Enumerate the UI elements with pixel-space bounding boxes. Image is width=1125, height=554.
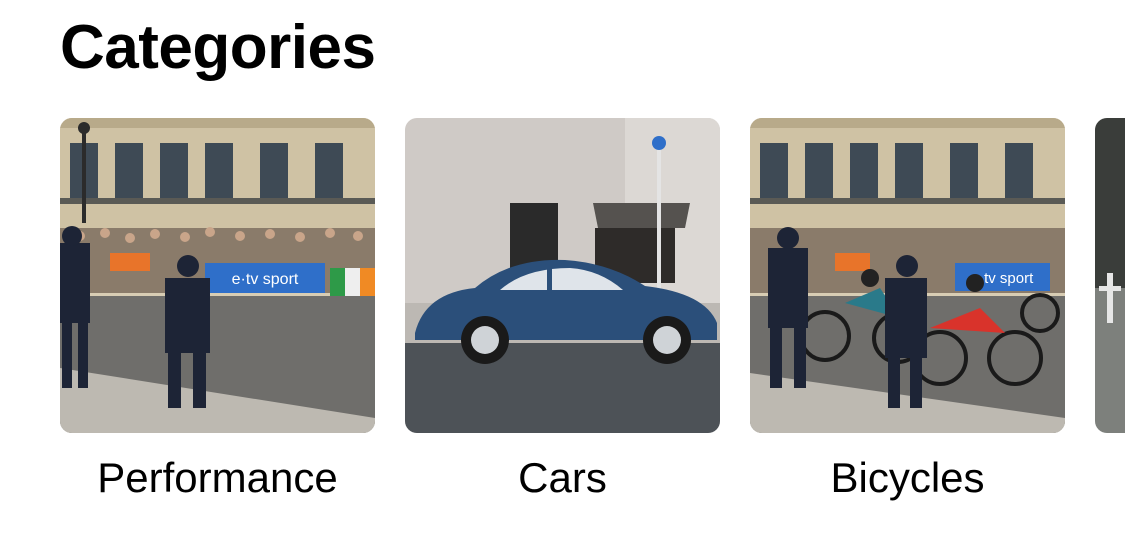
banner-text: e·tv sport <box>971 270 1034 287</box>
category-card-performance[interactable]: e·tv sport Performance <box>60 118 375 508</box>
category-label[interactable]: Performance <box>97 454 338 501</box>
street-parade-image: e·tv sport <box>60 118 375 433</box>
category-card-partial[interactable] <box>1095 118 1125 508</box>
cycling-race-image: e·tv sport <box>750 118 1065 433</box>
category-image-cars[interactable] <box>405 118 720 433</box>
category-label[interactable]: Bicycles <box>830 454 985 501</box>
cemetery-image <box>1095 118 1125 433</box>
section-title: Categories <box>60 13 376 82</box>
category-label[interactable]: Cars <box>518 454 607 501</box>
category-card-cars[interactable]: Cars <box>405 118 720 508</box>
category-card-bicycles[interactable]: e·tv sport <box>750 118 1065 508</box>
categories-carousel[interactable]: e·tv sport Performance <box>0 118 1125 518</box>
vintage-car-image <box>405 118 720 433</box>
banner-text: e·tv sport <box>232 271 299 288</box>
category-image-bicycles[interactable]: e·tv sport <box>750 118 1065 433</box>
category-image-cemetery[interactable] <box>1095 118 1125 433</box>
category-image-performance[interactable]: e·tv sport <box>60 118 375 433</box>
